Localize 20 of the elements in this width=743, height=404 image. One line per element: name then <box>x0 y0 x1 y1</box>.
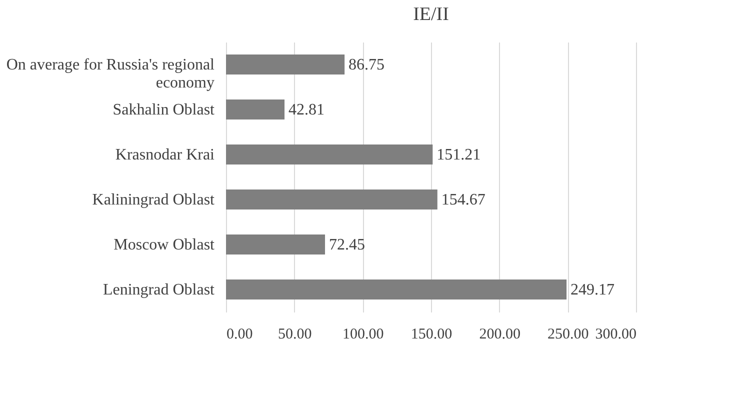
y-tick-label: Moscow Oblast <box>114 236 216 254</box>
y-tick-label: Leningrad Oblast <box>102 282 216 298</box>
data-label: 249.17 <box>570 282 615 298</box>
data-label: 151.21 <box>436 146 481 164</box>
data-label: 86.75 <box>348 56 385 74</box>
chart-title: IE/II <box>413 4 449 25</box>
x-tick-label: 250.00 <box>548 326 589 342</box>
data-label: 154.67 <box>441 192 486 208</box>
x-tick-label: 200.00 <box>479 326 520 342</box>
y-tick-label: Krasnodar Krai <box>115 146 216 164</box>
x-tick-label: 300.00 <box>595 326 636 342</box>
y-tick-label: Sakhalin Oblast <box>112 102 216 118</box>
x-tick-label: 50.00 <box>278 326 312 342</box>
y-tick-label: On average for Russia's regional economy <box>6 56 216 92</box>
x-tick-label: 0.00 <box>226 326 253 342</box>
y-tick-label: Kaliningrad Oblast <box>92 192 216 208</box>
x-tick-label: 100.00 <box>342 326 384 342</box>
data-label: 42.81 <box>288 102 325 118</box>
data-label: 72.45 <box>329 236 366 254</box>
x-tick-label: 150.00 <box>410 326 452 342</box>
